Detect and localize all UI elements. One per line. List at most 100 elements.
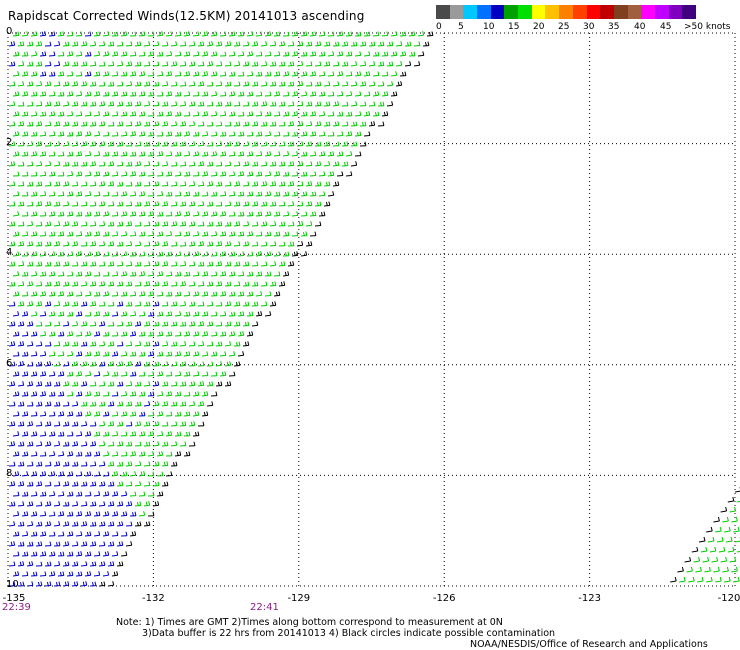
wind-barb (80, 281, 88, 287)
wind-barb (237, 291, 245, 297)
wind-barb (120, 411, 128, 417)
wind-barb (273, 111, 281, 117)
wind-barb (138, 131, 146, 137)
wind-barb (246, 91, 254, 97)
wind-barb (156, 111, 164, 117)
wind-barb (107, 441, 115, 447)
wind-barb (102, 211, 110, 217)
wind-barb (93, 491, 101, 497)
wind-barb (116, 521, 124, 527)
wind-barb (120, 171, 128, 177)
wind-barb (125, 241, 133, 247)
wind-barb (62, 581, 70, 587)
wind-barb (143, 481, 151, 487)
wind-barb (381, 71, 389, 77)
wind-barb (206, 321, 214, 327)
wind-barb (62, 141, 70, 147)
wind-barb (102, 231, 110, 237)
wind-barb (39, 171, 47, 177)
wind-barb (201, 391, 209, 397)
wind-barb (84, 231, 92, 237)
wind-barb (143, 501, 151, 507)
wind-barb (57, 251, 65, 257)
wind-barb (129, 451, 137, 457)
wind-barb (273, 191, 281, 197)
wind-barb (264, 111, 272, 117)
wind-barb (48, 71, 56, 77)
wind-barb (152, 261, 160, 267)
wind-barb (156, 451, 164, 457)
wind-barb (84, 211, 92, 217)
wind-barb (62, 301, 70, 307)
wind-barb (44, 521, 52, 527)
wind-barb (350, 81, 358, 87)
wind-barb (80, 581, 88, 587)
wind-barb (138, 91, 146, 97)
wind-barb (30, 471, 38, 477)
wind-barb (179, 301, 187, 307)
wind-barb (242, 121, 250, 127)
wind-barb (287, 101, 295, 107)
wind-barb (17, 381, 25, 387)
wind-barb (75, 271, 83, 277)
wind-barb (143, 61, 151, 67)
wind-barb (125, 41, 133, 47)
wind-barb (84, 271, 92, 277)
wind-barb (147, 131, 155, 137)
wind-barb (120, 331, 128, 337)
wind-barb (300, 91, 308, 97)
wind-barb (260, 41, 268, 47)
wind-barb (300, 31, 308, 37)
wind-barb (174, 31, 182, 37)
wind-barb (192, 331, 200, 337)
wind-barb (291, 71, 299, 77)
wind-barb (89, 541, 97, 547)
wind-barb (327, 51, 335, 57)
wind-barb (138, 411, 146, 417)
wind-barb (84, 471, 92, 477)
wind-barb (26, 281, 34, 287)
wind-barb (363, 71, 371, 77)
wind-barb (84, 371, 92, 377)
wind-barb (192, 31, 200, 37)
wind-barb (246, 271, 254, 277)
wind-barb (143, 201, 151, 207)
wind-barb (98, 481, 106, 487)
wind-barb (684, 556, 692, 563)
wind-barb (57, 391, 65, 397)
wind-barb (147, 351, 155, 357)
wind-barb (107, 261, 115, 267)
wind-barb (282, 131, 290, 137)
wind-barb (8, 201, 16, 207)
wind-barb (278, 261, 286, 267)
wind-barb (26, 121, 34, 127)
wind-barb (75, 31, 83, 37)
wind-barb (179, 121, 187, 127)
wind-barb (35, 261, 43, 267)
wind-barb (111, 151, 119, 157)
wind-barb (219, 151, 227, 157)
wind-barb (21, 371, 29, 377)
wind-barb (161, 301, 169, 307)
wind-barb (129, 31, 137, 37)
wind-barb (697, 576, 704, 583)
wind-barb (179, 81, 187, 87)
wind-barb (201, 71, 209, 77)
wind-barb (192, 311, 200, 317)
wind-barb (269, 101, 277, 107)
wind-barb (670, 576, 677, 583)
wind-barb (713, 566, 720, 573)
wind-barb (161, 321, 169, 327)
note-line-2: 3)Data buffer is 22 hrs from 20141013 4)… (142, 628, 556, 639)
wind-barb (183, 151, 191, 157)
wind-barb (206, 221, 214, 227)
wind-barb (48, 151, 56, 157)
wind-barb (372, 111, 380, 117)
wind-barb (255, 271, 263, 277)
wind-barb (62, 241, 70, 247)
wind-barb (152, 241, 160, 247)
wind-barb (156, 91, 164, 97)
wind-barb (395, 41, 403, 47)
wind-barb (48, 51, 56, 57)
wind-barb (111, 311, 119, 317)
